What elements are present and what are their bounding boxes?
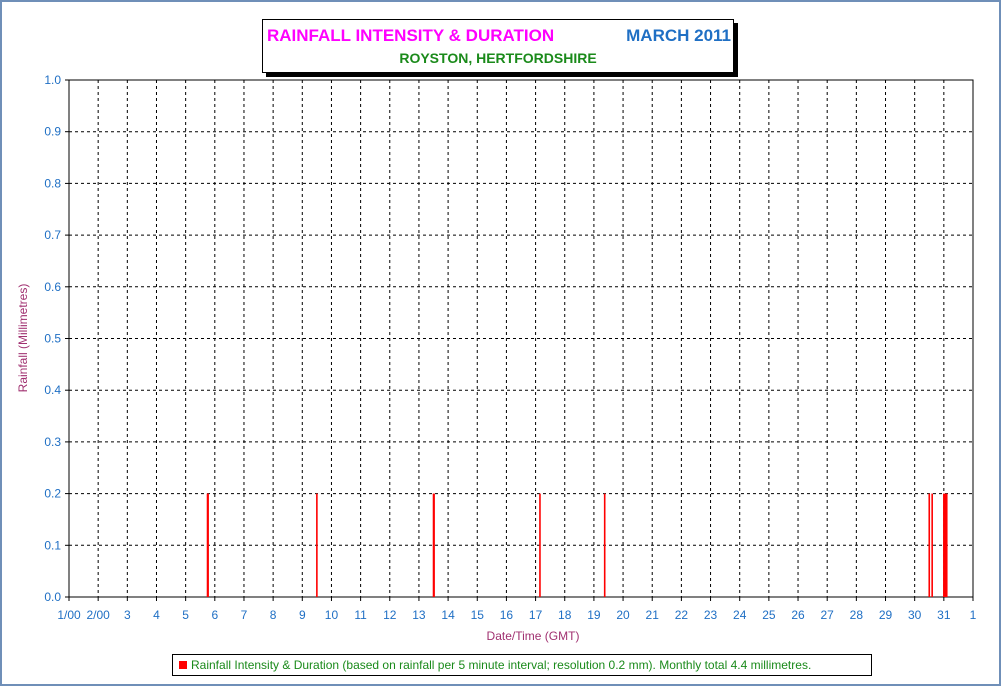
x-axis-label: Date/Time (GMT) [486, 629, 580, 643]
y-tick-label: 0.7 [44, 228, 61, 242]
y-tick-label: 0.0 [44, 590, 61, 604]
x-tick-label: 7 [241, 608, 248, 622]
x-tick-label: 10 [325, 608, 339, 622]
chart-title: RAINFALL INTENSITY & DURATION [267, 26, 555, 45]
tick-layer: 0.0 0.1 0.2 0.3 0.4 0.5 0.6 0.7 0.8 0.9 1.0 1/00 2/0… [44, 73, 976, 622]
x-tick-label: 19 [587, 608, 601, 622]
x-tick-label: 13 [412, 608, 426, 622]
y-tick-label: 0.2 [44, 487, 61, 501]
x-tick-label: 22 [675, 608, 689, 622]
x-tick-label: 1/00 [57, 608, 81, 622]
x-tick-label: 23 [704, 608, 718, 622]
x-tick-label: 17 [529, 608, 543, 622]
x-tick-label: 21 [646, 608, 660, 622]
y-tick-label: 0.6 [44, 280, 61, 294]
legend-swatch [179, 661, 187, 669]
x-tick-label: 15 [471, 608, 485, 622]
y-tick-label: 1.0 [44, 73, 61, 87]
x-tick-label: 6 [211, 608, 218, 622]
x-tick-label: 20 [616, 608, 630, 622]
x-tick-label: 25 [762, 608, 776, 622]
chart-title-box: RAINFALL INTENSITY & DURATION MARCH 2011… [262, 19, 734, 73]
x-tick-label: 29 [879, 608, 893, 622]
y-tick-label: 0.9 [44, 125, 61, 139]
x-tick-label: 12 [383, 608, 397, 622]
x-tick-label: 24 [733, 608, 747, 622]
legend: Rainfall Intensity & Duration (based on … [172, 654, 872, 676]
x-tick-label: 8 [270, 608, 277, 622]
x-tick-label: 14 [441, 608, 455, 622]
x-tick-label: 26 [791, 608, 805, 622]
legend-text: Rainfall Intensity & Duration (based on … [191, 658, 812, 672]
y-tick-label: 0.4 [44, 383, 61, 397]
y-tick-label: 0.8 [44, 176, 61, 190]
y-tick-label: 0.5 [44, 332, 61, 346]
x-tick-label: 4 [153, 608, 160, 622]
bar-layer [206, 493, 948, 597]
y-tick-label: 0.3 [44, 435, 61, 449]
y-axis-label: Rainfall (Millimetres) [16, 283, 30, 393]
x-tick-label: 9 [299, 608, 306, 622]
x-tick-label: 3 [124, 608, 131, 622]
x-tick-label: 31 [937, 608, 951, 622]
x-tick-label: 1 [970, 608, 977, 622]
x-tick-label: 27 [821, 608, 835, 622]
grid-layer [65, 79, 974, 601]
chart-subtitle: ROYSTON, HERTFORDSHIRE [399, 50, 597, 66]
x-tick-label: 11 [354, 608, 367, 622]
x-tick-label: 5 [182, 608, 189, 622]
x-tick-label: 28 [850, 608, 864, 622]
x-tick-label: 2/00 [86, 608, 110, 622]
x-tick-label: 16 [500, 608, 514, 622]
x-tick-label: 30 [908, 608, 922, 622]
chart-title-month: MARCH 2011 [626, 26, 731, 45]
y-tick-label: 0.1 [44, 538, 61, 552]
x-tick-label: 18 [558, 608, 572, 622]
plot-area-border [68, 79, 974, 598]
